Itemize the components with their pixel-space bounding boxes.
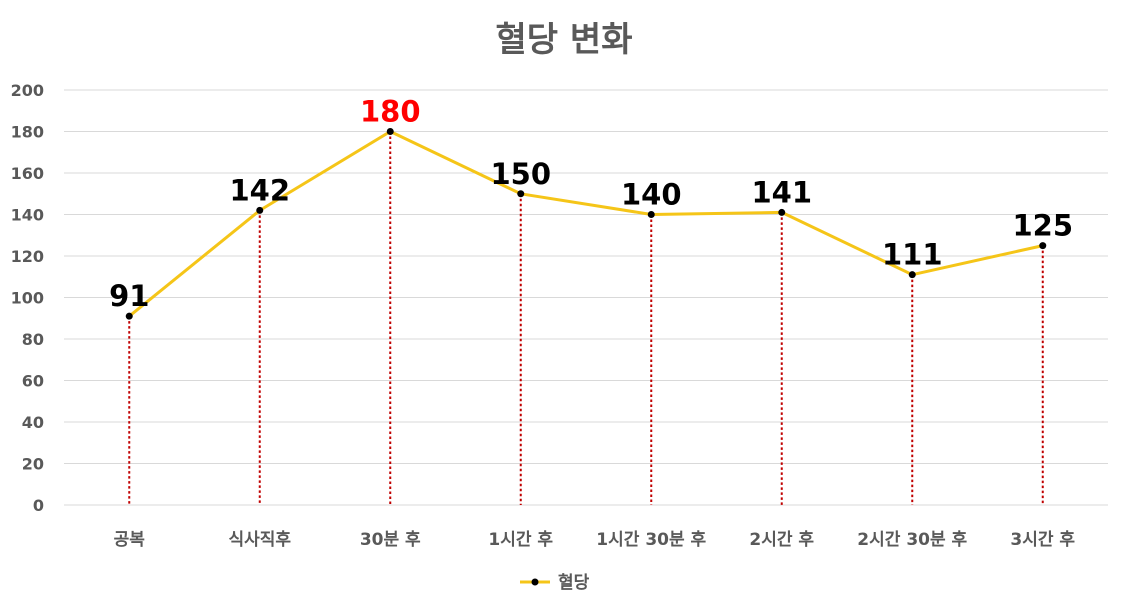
data-label: 140	[621, 178, 682, 212]
data-label: 150	[490, 157, 551, 191]
y-tick-label: 60	[22, 372, 44, 391]
data-point	[386, 128, 394, 135]
y-tick-label: 120	[11, 247, 44, 266]
x-tick-label: 2시간 후	[749, 529, 814, 550]
legend-label: 혈당	[558, 572, 590, 593]
y-tick-label: 160	[11, 164, 44, 183]
series-line-layer	[128, 130, 1044, 318]
drop-lines	[128, 131, 1044, 505]
legend-swatch-marker	[531, 578, 539, 586]
data-label: 91	[109, 279, 149, 313]
data-label: 141	[751, 175, 812, 209]
x-tick-label: 공복	[114, 530, 146, 550]
x-tick-label: 30분 후	[360, 529, 421, 550]
data-point	[125, 312, 133, 320]
y-axis-ticks: 0 20 40 60 80 100 120 140 160 180 200	[11, 81, 44, 515]
chart-title: 혈당 변화	[495, 20, 633, 60]
data-point	[908, 271, 916, 279]
legend: 혈당	[520, 572, 590, 593]
x-tick-label: 식사직후	[228, 529, 291, 550]
y-tick-label: 40	[22, 413, 44, 432]
y-tick-label: 80	[22, 330, 44, 349]
y-tick-label: 140	[11, 206, 44, 225]
x-tick-label: 1시간 후	[488, 529, 553, 550]
y-tick-label: 20	[22, 455, 44, 474]
y-tick-label: 200	[11, 81, 44, 100]
data-point	[647, 211, 655, 218]
data-label: 125	[1012, 209, 1073, 243]
series-line	[128, 130, 1044, 318]
x-tick-label: 3시간 후	[1010, 529, 1075, 550]
data-point	[256, 206, 264, 214]
data-point	[778, 208, 786, 216]
x-tick-label: 2시간 30분 후	[857, 529, 967, 550]
x-tick-label: 1시간 30분 후	[596, 529, 706, 550]
data-point	[517, 190, 525, 198]
y-tick-label: 100	[11, 289, 44, 308]
x-axis-ticks: 공복 식사직후 30분 후 1시간 후 1시간 30분 후 2시간 후 2시간 30분 후 3…	[114, 529, 1076, 550]
gridlines	[64, 89, 1108, 506]
data-point	[1039, 242, 1047, 250]
data-markers	[125, 128, 1047, 320]
y-tick-label: 0	[33, 496, 44, 515]
data-label: 142	[229, 173, 290, 207]
data-label: 180	[360, 95, 421, 129]
data-labels: 91 142 180 150 140 141 111 125	[109, 95, 1073, 314]
data-label: 111	[882, 238, 943, 272]
y-tick-label: 180	[11, 123, 44, 142]
